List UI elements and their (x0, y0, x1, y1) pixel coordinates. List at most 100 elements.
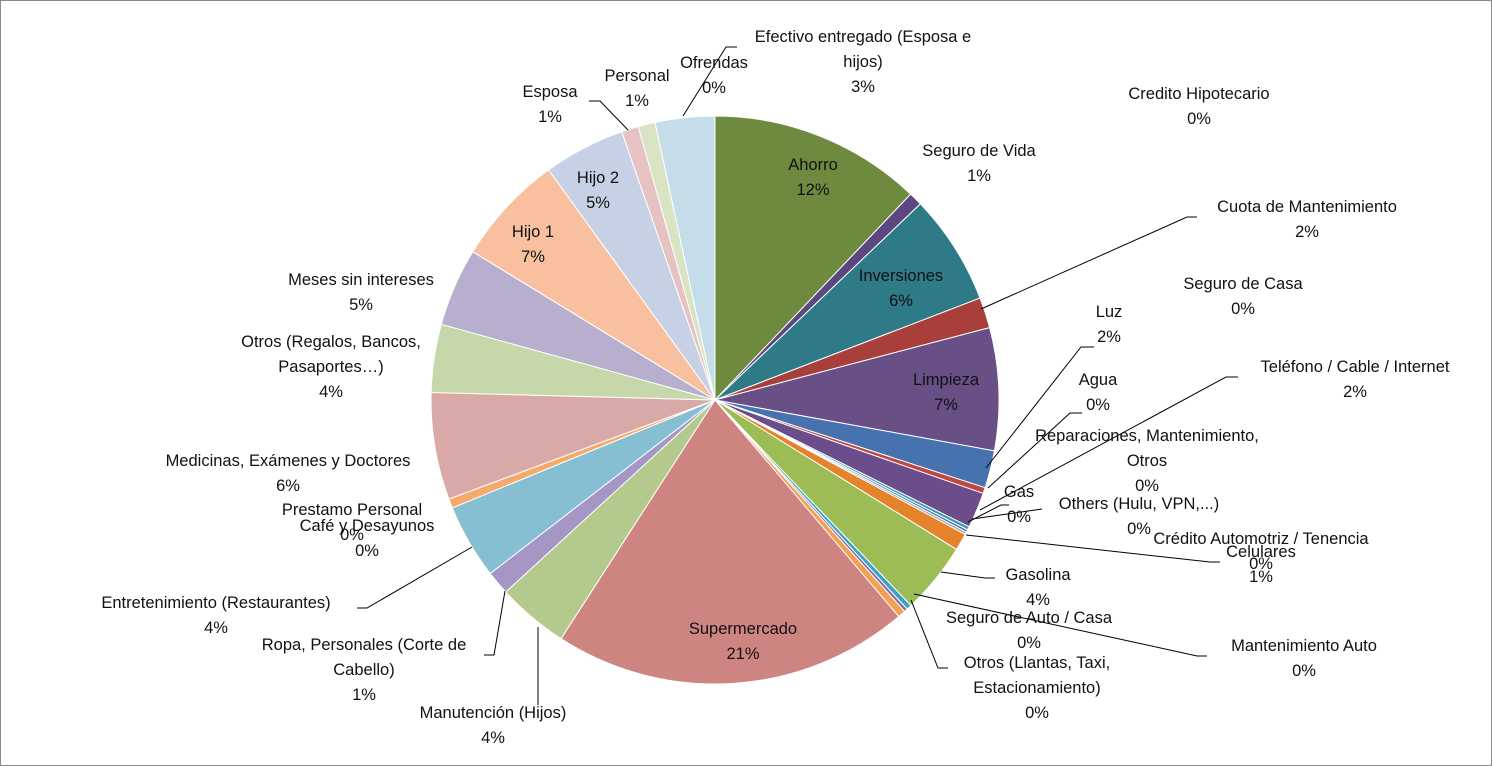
label-name: Limpieza (913, 371, 980, 389)
label-name: Cabello) (333, 661, 394, 679)
label-percent: 0% (1007, 508, 1031, 526)
label-name: Café y Desayunos (300, 517, 435, 535)
leader-agua (987, 412, 1082, 489)
label-credito-hipotecario: Credito Hipotecario 0% (1128, 85, 1269, 128)
label-percent: 1% (538, 108, 562, 126)
label-name: Seguro de Vida (922, 142, 1036, 160)
label-percent: 0% (1135, 477, 1159, 495)
label-name: Gasolina (1005, 566, 1071, 584)
label-name: Efectivo entregado (Esposa e (755, 28, 971, 46)
label-percent: 6% (276, 477, 300, 495)
label-manutencion-hijos: Manutención (Hijos) 4% (420, 704, 567, 747)
label-personal: Personal 1% (604, 67, 669, 110)
leader-cuota-de-mantenimiento (980, 216, 1197, 310)
label-otros-regalos-bancos-pasaportes: Otros (Regalos, Bancos, Pasaportes…) 4% (241, 333, 421, 401)
leader-luz (985, 346, 1094, 469)
label-ofrendas: Ofrendas 0% (680, 54, 748, 97)
label-hijo-1: Hijo 1 7% (512, 223, 554, 266)
label-gasolina: Gasolina 4% (1005, 566, 1071, 609)
label-name: Mantenimiento Auto (1231, 637, 1377, 655)
label-limpieza: Limpieza 7% (913, 371, 980, 414)
label-percent: 5% (586, 194, 610, 212)
label-percent: 6% (889, 292, 913, 310)
data-labels: Ahorro 12% Seguro de Vida 1% Credito Hipotec… (101, 28, 1450, 747)
label-percent: 0% (355, 542, 379, 560)
label-name: Hijo 2 (577, 169, 619, 187)
label-percent: 4% (204, 619, 228, 637)
label-agua: Agua 0% (1079, 371, 1118, 414)
label-percent: 0% (1127, 520, 1151, 538)
label-name: Ahorro (788, 156, 838, 174)
label-percent: 7% (934, 396, 958, 414)
label-name: Seguro de Casa (1183, 275, 1303, 293)
label-name: Luz (1096, 303, 1123, 321)
label-name: Entretenimiento (Restaurantes) (101, 594, 330, 612)
label-name: hijos) (843, 53, 882, 71)
label-name: Teléfono / Cable / Internet (1261, 358, 1450, 376)
label-percent: 1% (352, 686, 376, 704)
label-name: Gas (1004, 483, 1034, 501)
label-name: Prestamo Personal (282, 501, 422, 519)
label-otros-llantas-taxi-estacionamiento: Otros (Llantas, Taxi, Estacionamiento) 0% (964, 654, 1110, 722)
label-name: Agua (1079, 371, 1118, 389)
label-percent: 1% (1249, 568, 1273, 586)
label-name: Meses sin intereses (288, 271, 434, 289)
label-name: Medicinas, Exámenes y Doctores (166, 452, 411, 470)
label-percent: 0% (1249, 555, 1273, 573)
slice-efectivo-entregado-esposa-e-hijos (654, 115, 716, 401)
label-percent: 2% (1343, 383, 1367, 401)
label-percent: 21% (726, 645, 759, 663)
label-ropa-personales-corte-de-cabello: Ropa, Personales (Corte de Cabello) 1% (262, 636, 467, 704)
label-reparaciones-mantenimiento-otros: Reparaciones, Mantenimiento, Otros 0% (1035, 427, 1259, 495)
label-prestamo-personal: Prestamo Personal 0% (282, 501, 422, 544)
label-percent: 12% (796, 181, 829, 199)
label-percent: 0% (1292, 662, 1316, 680)
label-percent: 0% (1025, 704, 1049, 722)
label-percent: 0% (1231, 300, 1255, 318)
leader-otros-llantas-taxi-estacionamiento (910, 599, 948, 669)
label-luz: Luz 2% (1096, 303, 1123, 346)
label-name: Supermercado (689, 620, 797, 638)
label-name: Manutención (Hijos) (420, 704, 567, 722)
leader-gas (967, 504, 1009, 523)
label-ahorro: Ahorro 12% (788, 156, 838, 199)
leader-esposa (589, 100, 629, 131)
label-name: Seguro de Auto / Casa (946, 609, 1113, 627)
label-seguro-de-auto-casa: Seguro de Auto / Casa 0% (946, 609, 1113, 652)
slice-supermercado (560, 399, 900, 685)
label-cafe-y-desayunos: Café y Desayunos 0% (300, 517, 435, 560)
leader-entretenimiento-restaurantes (357, 546, 473, 609)
label-percent: 4% (1026, 591, 1050, 609)
label-others-hulu-vpn: Others (Hulu, VPN,...) 0% (1059, 495, 1219, 538)
label-medicinas-examenes-y-doctores: Medicinas, Exámenes y Doctores 6% (166, 452, 411, 495)
label-efectivo-entregado-esposa-e-hijos: Efectivo entregado (Esposa e hijos) 3% (755, 28, 971, 96)
label-percent: 0% (1017, 634, 1041, 652)
label-name: Ofrendas (680, 54, 748, 72)
leader-gasolina (940, 571, 995, 579)
label-percent: 4% (319, 383, 343, 401)
label-name: Reparaciones, Mantenimiento, (1035, 427, 1259, 445)
leader-others-hulu-vpn (971, 508, 1043, 520)
slice-ahorro (714, 115, 912, 402)
label-gas: Gas 0% (1004, 483, 1034, 526)
label-percent: 0% (702, 79, 726, 97)
label-name: Credito Hipotecario (1128, 85, 1269, 103)
label-inversiones: Inversiones 6% (859, 267, 943, 310)
label-name: Cuota de Mantenimiento (1217, 198, 1397, 216)
label-esposa: Esposa 1% (522, 83, 578, 126)
label-name: Ropa, Personales (Corte de (262, 636, 467, 654)
label-percent: 3% (851, 78, 875, 96)
label-percent: 5% (349, 296, 373, 314)
label-credito-automotriz-tenencia: Crédito Automotriz / Tenencia 0% (1153, 530, 1369, 573)
label-meses-sin-intereses: Meses sin intereses 5% (288, 271, 434, 314)
pie-slices (430, 115, 1000, 685)
leader-ropa-personales-corte-de-cabello (484, 590, 506, 656)
leader-ofrendas (682, 46, 737, 117)
label-name: Hijo 1 (512, 223, 554, 241)
label-percent: 0% (1086, 396, 1110, 414)
label-telefono-cable-internet: Teléfono / Cable / Internet 2% (1261, 358, 1450, 401)
label-seguro-de-casa: Seguro de Casa 0% (1183, 275, 1303, 318)
label-name: Pasaportes…) (278, 358, 383, 376)
label-name: Inversiones (859, 267, 943, 285)
